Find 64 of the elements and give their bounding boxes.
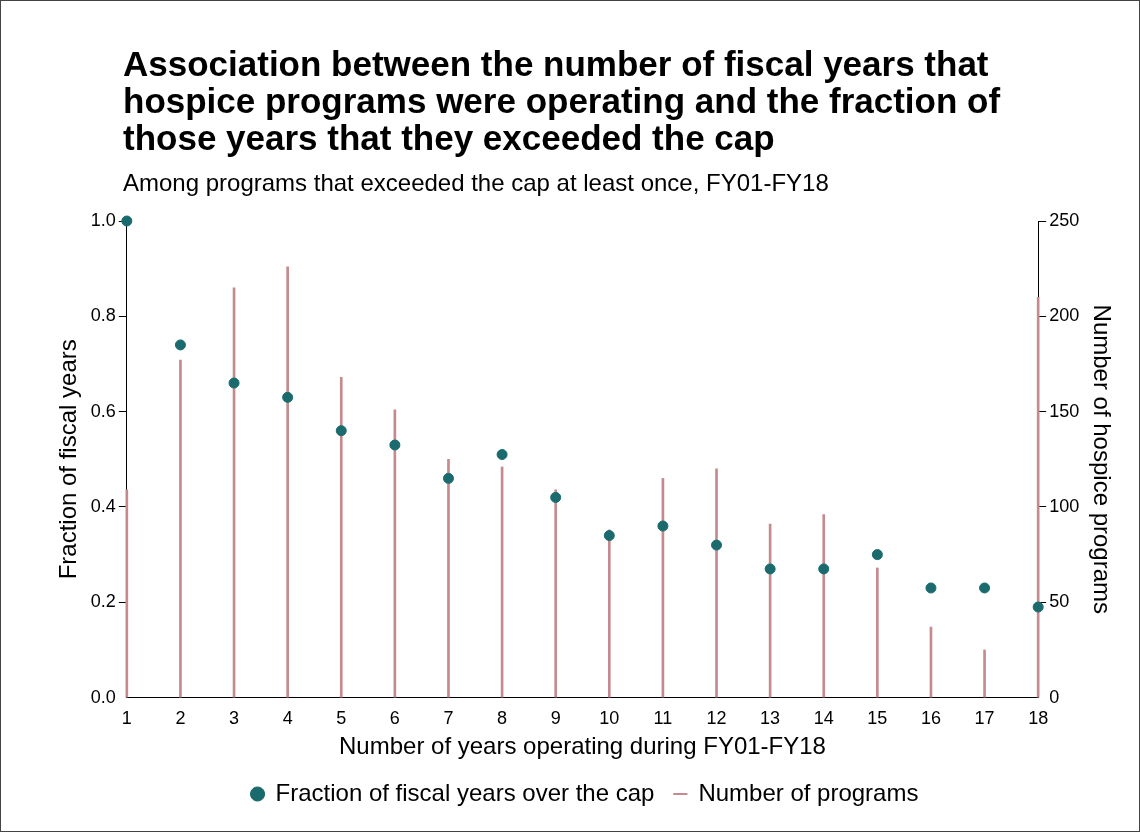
x-tick-label: 18	[1028, 708, 1049, 729]
x-axis-title: Number of years operating during FY01-FY18	[339, 732, 826, 760]
bar	[125, 489, 129, 698]
point	[335, 425, 347, 437]
legend-label: Number of programs	[698, 778, 919, 806]
point	[603, 530, 615, 542]
y2-tick-label: 50	[1049, 591, 1070, 612]
x-tick-label: 1	[121, 708, 132, 729]
x-tick-label: 13	[760, 708, 781, 729]
point	[496, 449, 508, 461]
y-tick-label: 0.8	[90, 305, 116, 326]
x-tick-label: 5	[336, 708, 347, 729]
point	[1032, 601, 1044, 613]
point	[550, 491, 562, 503]
x-tick-label: 2	[175, 708, 186, 729]
x-tick-label: 3	[229, 708, 240, 729]
x-tick-label: 16	[920, 708, 941, 729]
bar	[339, 377, 343, 698]
point	[925, 582, 937, 594]
point	[174, 339, 186, 351]
y-axis-title: Fraction of fiscal years	[54, 339, 82, 580]
bar	[822, 514, 826, 698]
point	[657, 520, 669, 532]
y2-tick-label: 150	[1049, 400, 1080, 421]
y-tick-label: 0.0	[90, 686, 116, 707]
y-tick-label: 0.6	[90, 400, 116, 421]
x-tick-label: 7	[443, 708, 454, 729]
bar	[179, 359, 182, 698]
y2-tick-label: 200	[1049, 305, 1080, 326]
point	[871, 549, 883, 561]
point	[764, 563, 776, 575]
y2-tick-label: 0	[1049, 686, 1060, 707]
x-tick-label: 8	[497, 708, 508, 729]
bar	[286, 266, 289, 698]
x-tick-label: 11	[653, 708, 673, 729]
x-tick-label: 9	[550, 708, 561, 729]
y2-tick-label: 250	[1049, 209, 1080, 230]
legend-label: Fraction of fiscal years over the cap	[275, 778, 655, 806]
point	[979, 582, 991, 594]
point	[228, 377, 240, 389]
x-tick-label: 10	[599, 708, 620, 729]
y-tick-label: 0.2	[90, 591, 116, 612]
x-tick-label: 12	[706, 708, 727, 729]
chart-subtitle: Among programs that exceeded the cap at least once, FY01-FY18	[123, 169, 829, 197]
y-tick-label: 0.4	[90, 495, 116, 516]
chart-title: Association between the number of fiscal years that hospice programs were operating and the fraction of those years that they exceeded the cap	[123, 44, 1002, 157]
point	[389, 439, 401, 451]
bar	[983, 649, 986, 698]
x-tick-label: 4	[282, 708, 293, 729]
point	[282, 391, 294, 403]
bar	[876, 567, 879, 698]
x-tick-label: 14	[813, 708, 834, 729]
x-tick-label: 17	[974, 708, 995, 729]
y-tick-label: 1.0	[90, 209, 116, 230]
x-tick-label: 15	[867, 708, 888, 729]
point	[711, 539, 723, 551]
bar	[554, 489, 558, 698]
x-tick-label: 6	[389, 708, 400, 729]
point	[818, 563, 830, 575]
y2-tick-label: 100	[1049, 495, 1080, 516]
y2-axis-title: Number of hospice programs	[1088, 304, 1116, 615]
bar	[447, 458, 450, 698]
bar	[715, 468, 718, 698]
point	[442, 472, 454, 484]
